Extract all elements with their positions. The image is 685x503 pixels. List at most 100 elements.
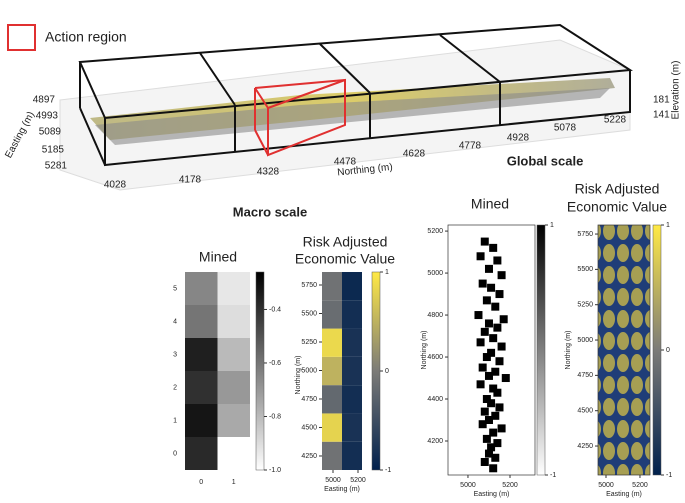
heatmap-cell (322, 272, 342, 301)
mined-block (480, 327, 489, 336)
y-tick-label: 4250 (577, 443, 593, 450)
y-axis-label: Northing (m) (565, 331, 572, 370)
tick-label: 4328 (257, 167, 280, 178)
easting-label: Easting (m) (3, 110, 37, 160)
mined-block (487, 348, 496, 357)
tick-label: 4778 (459, 141, 482, 152)
y-tick-label: 5250 (577, 302, 593, 309)
mined-block (484, 449, 493, 458)
mined-block (484, 319, 493, 328)
y-tick-label: 4500 (577, 408, 593, 415)
panel-title: Global scale (507, 153, 584, 168)
mined-block (482, 353, 491, 362)
heatmap-cell (217, 305, 250, 338)
panel-title: Economic Value (567, 199, 667, 215)
tick-label: 4028 (104, 180, 127, 191)
panel-title: Mined (471, 196, 509, 212)
heatmap-cell (185, 437, 218, 470)
mined-block (487, 283, 496, 292)
tick-label: 4928 (507, 133, 530, 144)
x-tick-label: 5200 (502, 482, 518, 489)
x-tick-label: 5200 (632, 482, 648, 489)
mined-block (501, 374, 510, 383)
y-tick-label: 5000 (427, 270, 443, 277)
heatmap-cell (217, 338, 250, 371)
x-axis-label: Easting (m) (474, 491, 510, 498)
heatmap-cell (342, 328, 362, 357)
x-tick-label: 5000 (460, 482, 476, 489)
mined-block (480, 237, 489, 246)
heatmap-cell (342, 356, 362, 386)
mined-block (493, 439, 502, 448)
y-tick-label: 0 (173, 450, 177, 457)
mined-block (478, 279, 487, 288)
heatmap-cell (185, 404, 218, 437)
heatmap-cell (322, 328, 342, 357)
mined-block (491, 411, 500, 420)
mined-block (497, 342, 506, 351)
y-tick-label: 4600 (427, 354, 443, 361)
heatmap-cell (342, 272, 362, 301)
mined-block (491, 453, 500, 462)
heatmap-cell (342, 300, 362, 329)
y-tick-label: 5250 (301, 339, 317, 346)
mined-block (489, 384, 498, 393)
panel-title: Economic Value (295, 251, 395, 267)
heatmap-cell (217, 404, 250, 437)
tick-label: 4178 (179, 175, 202, 186)
mined-block (478, 363, 487, 372)
mined-block (482, 434, 491, 443)
heatmap-cell (185, 305, 218, 338)
x-tick-label: 0 (199, 479, 203, 486)
mined-block (484, 371, 493, 380)
tick-label: 4897 (33, 95, 56, 106)
mined-block (484, 416, 493, 425)
heatmap-cell (342, 385, 362, 414)
mined-block (489, 243, 498, 252)
mined-block (493, 256, 502, 265)
mined-block (497, 271, 506, 280)
colorbar-tick-label: 1 (666, 222, 670, 229)
y-tick-label: 5 (173, 285, 177, 292)
colorbar-tick-label: 0 (666, 347, 670, 354)
y-axis-label: Northing (m) (421, 331, 428, 370)
action-region (254, 78, 346, 157)
y-tick-label: 5500 (301, 310, 317, 317)
heatmap-cell (185, 338, 218, 371)
mined-block (495, 290, 504, 299)
panel-title: Macro scale (233, 204, 307, 219)
colorbar-tick-label: -1 (666, 472, 672, 479)
y-tick-label: 4750 (301, 396, 317, 403)
mined-block (480, 407, 489, 416)
heatmap-cell (322, 300, 342, 329)
panel-title: Risk Adjusted (303, 234, 388, 250)
mined-block (478, 420, 487, 429)
y-tick-label: 5500 (577, 266, 593, 273)
mined-block (493, 323, 502, 332)
heatmap-cell (342, 441, 362, 470)
y-tick-label: 4800 (427, 312, 443, 319)
x-axis-label: Easting (m) (606, 491, 642, 498)
colorbar-tick-label: -1 (385, 467, 391, 474)
y-tick-label: 4750 (577, 372, 593, 379)
mined-block (499, 315, 508, 324)
y-axis-label: Northing (m) (295, 356, 302, 395)
mined-block (489, 428, 498, 437)
mined-block (480, 457, 489, 466)
y-tick-label: 4200 (427, 438, 443, 445)
tick-label: 5228 (604, 115, 627, 126)
colorbar (536, 224, 546, 476)
mined-block (476, 380, 485, 389)
x-tick-label: 1 (232, 479, 236, 486)
heatmap-cell (342, 413, 362, 442)
mined-block (495, 403, 504, 412)
heatmap-cell (322, 441, 342, 470)
mined-block (491, 302, 500, 311)
colorbar-tick-label: -1 (550, 472, 556, 479)
y-tick-label: 5750 (301, 282, 317, 289)
mined-block (487, 443, 496, 452)
risk-image (597, 224, 651, 476)
tick-label: 4628 (403, 149, 426, 160)
heatmap-cell (217, 371, 250, 404)
y-tick-label: 5000 (301, 367, 317, 374)
